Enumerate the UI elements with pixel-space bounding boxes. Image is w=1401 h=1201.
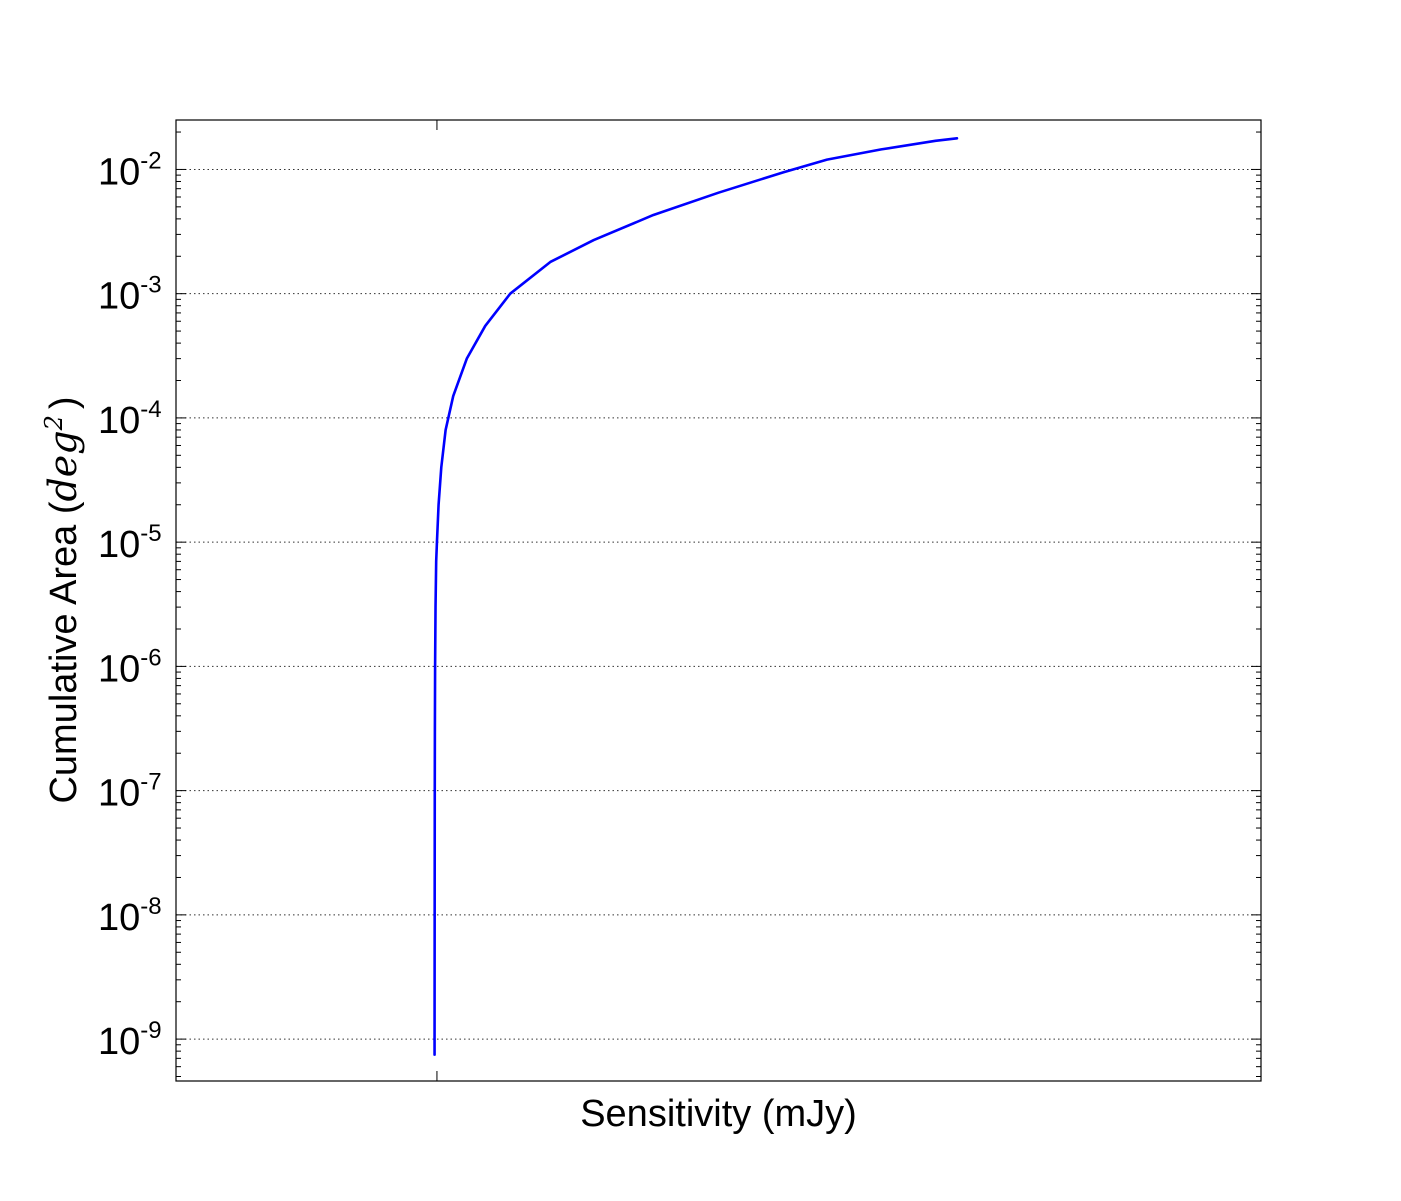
y-tick-label-exponent: -6 <box>140 644 161 671</box>
y-axis-label-text: Cumulative Area ( <box>43 501 85 803</box>
y-tick-label-exponent: -9 <box>140 1017 161 1044</box>
y-tick-label-base: 10 <box>98 773 140 815</box>
y-axis-tick-labels: 10-210-310-410-510-610-710-810-9 <box>98 147 162 1063</box>
series <box>433 137 959 1056</box>
y-tick-label-base: 10 <box>98 1021 140 1063</box>
y-tick-label-exponent: -5 <box>140 520 161 547</box>
y-axis-label: Cumulative Area (deg2) <box>40 396 85 803</box>
y-axis-label-unit: deg <box>41 430 85 501</box>
axis-ticks <box>176 120 1261 1081</box>
y-tick-label-base: 10 <box>98 400 140 442</box>
x-axis-label: Sensitivity (mJy) <box>580 1093 857 1135</box>
y-tick-label-exponent: -4 <box>140 396 161 423</box>
plot-frame <box>175 119 1262 1082</box>
y-tick-label-exponent: -7 <box>140 769 161 796</box>
y-tick-label-exponent: -8 <box>140 893 161 920</box>
y-tick-label: 10-2 <box>98 147 162 193</box>
y-tick-label: 10-4 <box>98 396 162 442</box>
y-tick-label-base: 10 <box>98 897 140 939</box>
y-tick-label: 10-6 <box>98 644 162 690</box>
y-tick-label: 10-9 <box>98 1017 162 1063</box>
y-tick-label-base: 10 <box>98 524 140 566</box>
gridlines <box>176 168 1261 1040</box>
y-tick-label-exponent: -2 <box>140 147 161 174</box>
y-axis-label-superscript: 2 <box>40 415 68 431</box>
y-tick-label-exponent: -3 <box>140 272 161 299</box>
y-axis-label-close: ) <box>43 396 85 409</box>
y-tick-label-base: 10 <box>98 648 140 690</box>
y-tick-label: 10-8 <box>98 893 162 939</box>
y-tick-label: 10-5 <box>98 520 162 566</box>
y-tick-label: 10-7 <box>98 769 162 815</box>
y-tick-label-base: 10 <box>98 151 140 193</box>
series-line <box>433 137 959 1056</box>
y-tick-label: 10-3 <box>98 272 162 318</box>
y-tick-label-base: 10 <box>98 276 140 318</box>
